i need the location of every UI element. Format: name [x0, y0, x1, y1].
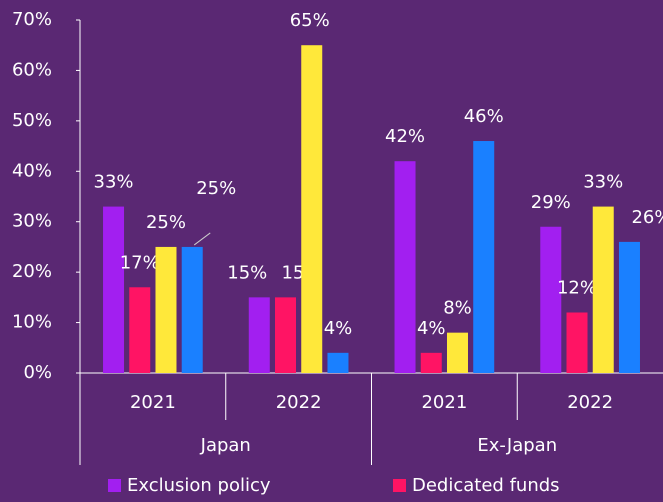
bar — [592, 206, 614, 373]
data-label: 25% — [146, 212, 186, 233]
data-label: 46% — [464, 106, 504, 127]
data-label: 4% — [324, 318, 353, 339]
y-tick-label: 0% — [23, 362, 52, 383]
label-leader — [193, 232, 211, 246]
data-label: 29% — [531, 192, 571, 213]
bar — [473, 141, 495, 373]
bar — [446, 332, 468, 373]
y-tick-label: 40% — [12, 160, 52, 181]
y-tick-label: 50% — [12, 110, 52, 131]
data-label: 33% — [94, 172, 134, 193]
x-tick-label: 2022 — [276, 392, 322, 413]
bar — [301, 45, 323, 373]
bar — [103, 206, 125, 373]
y-tick-label: 60% — [12, 59, 52, 80]
bar — [327, 352, 349, 373]
y-tick-label: 70% — [12, 9, 52, 30]
legend-swatch — [393, 479, 406, 492]
legend-label: Dedicated funds — [412, 475, 560, 496]
x-tick-label: 2021 — [421, 392, 467, 413]
y-tick-label: 10% — [12, 312, 52, 333]
data-label: 25% — [196, 178, 236, 199]
data-label: 33% — [583, 172, 623, 193]
bar — [181, 246, 203, 373]
data-label: 65% — [290, 10, 330, 31]
data-label: 12% — [557, 277, 597, 298]
y-tick-label: 30% — [12, 211, 52, 232]
category-group-label: Ex-Japan — [477, 435, 557, 456]
data-label: 8% — [443, 298, 472, 319]
y-tick-label: 20% — [12, 261, 52, 282]
data-label: 15% — [227, 262, 267, 283]
bar — [618, 241, 640, 373]
x-tick-label: 2022 — [567, 392, 613, 413]
bar — [248, 297, 270, 373]
bar — [540, 226, 562, 373]
bar — [566, 312, 588, 373]
data-label: 17% — [120, 252, 160, 273]
data-label: 26% — [631, 207, 663, 228]
data-label: 42% — [385, 126, 425, 147]
legend-label: Exclusion policy — [127, 475, 271, 496]
bar — [155, 246, 177, 373]
x-tick-label: 2021 — [130, 392, 176, 413]
bar — [275, 297, 297, 373]
legend-swatch — [108, 479, 121, 492]
data-label: 4% — [417, 318, 446, 339]
bar — [420, 352, 442, 373]
category-group-label: Japan — [200, 435, 251, 456]
bar — [394, 161, 416, 373]
bar — [129, 287, 151, 373]
